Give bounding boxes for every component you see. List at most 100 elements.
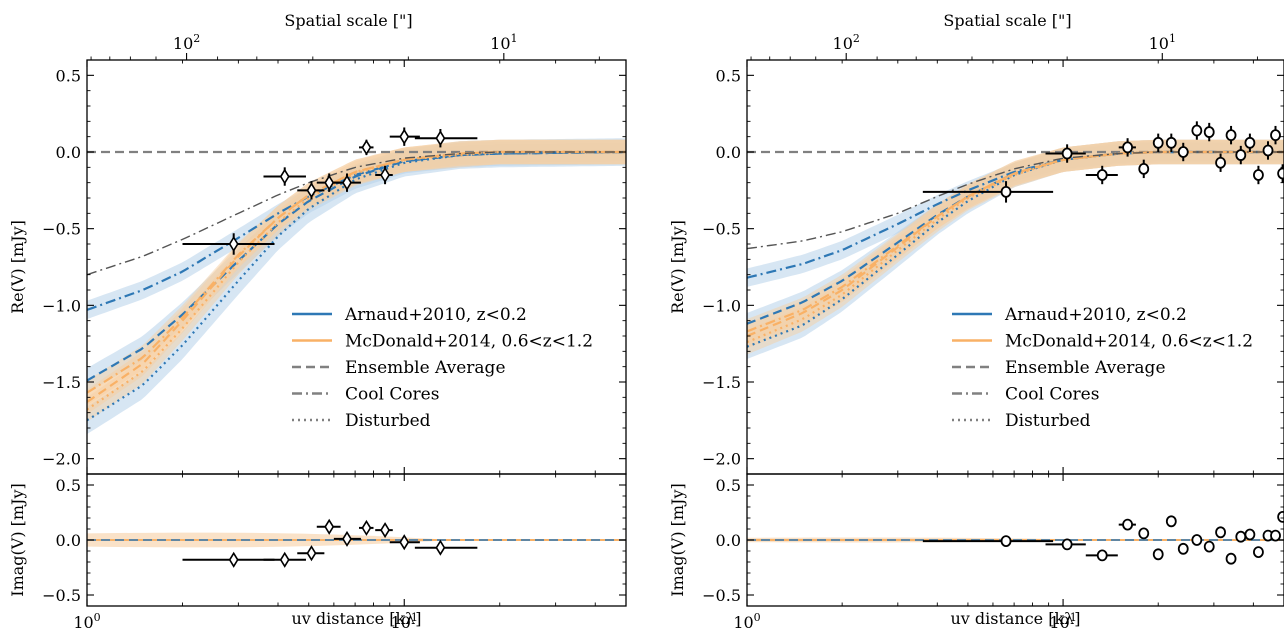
data-point-marker bbox=[361, 139, 372, 156]
imag-y-tick-label: 0.0 bbox=[716, 531, 741, 550]
top-x-tick-label: 101 bbox=[490, 32, 517, 53]
x-tick-label: 101 bbox=[1049, 611, 1076, 628]
data-point-marker bbox=[342, 174, 352, 191]
data-point-marker bbox=[1215, 156, 1226, 169]
model-line-dashdot bbox=[87, 150, 626, 394]
data-point-marker bbox=[1253, 546, 1264, 558]
legend-label: Arnaud+2010, z<0.2 bbox=[1004, 305, 1187, 325]
data-point-marker bbox=[1203, 540, 1215, 553]
top-axis-label: Spatial scale ["] bbox=[284, 11, 412, 30]
data-point-marker bbox=[1225, 552, 1237, 565]
model-line-dashdot-gray bbox=[87, 151, 626, 276]
data-point-marker bbox=[1191, 124, 1203, 137]
data-point-marker bbox=[1244, 136, 1256, 149]
legend-label: Disturbed bbox=[1005, 411, 1091, 431]
data-point-marker bbox=[1152, 548, 1164, 561]
imag-y-tick-label: 0.5 bbox=[716, 476, 741, 495]
y-tick-label: 0.5 bbox=[56, 66, 81, 85]
imag-y-tick-label: 0.5 bbox=[56, 476, 81, 495]
data-point-marker bbox=[1253, 169, 1264, 181]
data-point-marker bbox=[399, 128, 410, 145]
data-point-marker bbox=[342, 530, 352, 547]
data-point-marker bbox=[1138, 527, 1150, 540]
data-point-marker bbox=[399, 534, 410, 551]
imag-plot-area bbox=[747, 511, 1284, 565]
y-tick-label: −1.5 bbox=[42, 373, 81, 392]
legend: Arnaud+2010, z<0.2 McDonald+2014, 0.6<z<1… bbox=[952, 305, 1253, 431]
top-x-tick-label: 102 bbox=[833, 32, 860, 53]
data-point-marker bbox=[306, 182, 317, 199]
imag-y-tick-label: 0.0 bbox=[56, 531, 81, 550]
legend-label: Cool Cores bbox=[1005, 385, 1099, 405]
data-point-marker bbox=[1138, 162, 1150, 175]
data-point-marker bbox=[1277, 511, 1284, 523]
legend-label: Cool Cores bbox=[345, 385, 439, 405]
y-tick-label: −0.5 bbox=[42, 220, 81, 239]
x-axis-label: uv distance [kλ] bbox=[950, 609, 1080, 628]
data-point-marker bbox=[324, 174, 335, 191]
top-axis-label: Spatial scale ["] bbox=[943, 11, 1071, 30]
data-point-marker bbox=[1270, 529, 1281, 542]
legend-label: Ensemble Average bbox=[345, 358, 506, 378]
model-line-dashdot bbox=[747, 150, 1284, 279]
data-point-marker bbox=[1177, 542, 1189, 555]
legend-label: Disturbed bbox=[345, 411, 431, 431]
legend-label: Arnaud+2010, z<0.2 bbox=[344, 305, 527, 325]
data-point-marker bbox=[279, 168, 290, 185]
imag-y-tick-label: −0.5 bbox=[42, 586, 81, 605]
y-tick-label: −0.5 bbox=[702, 220, 741, 239]
data-point-marker bbox=[435, 539, 446, 556]
data-point-marker bbox=[1277, 167, 1284, 180]
data-point-marker bbox=[1122, 518, 1133, 531]
uncertainty-band bbox=[747, 139, 1284, 355]
data-point-marker bbox=[1262, 144, 1274, 157]
x-tick-label: 100 bbox=[73, 611, 100, 628]
data-point-marker bbox=[228, 551, 239, 568]
model-line-dashdot-gray bbox=[747, 151, 1284, 250]
data-point-marker bbox=[1191, 534, 1203, 546]
x-axis-label: uv distance [kλ] bbox=[291, 609, 421, 628]
data-point-marker bbox=[1165, 515, 1177, 528]
y-tick-label: −2.0 bbox=[702, 450, 741, 469]
imag-y-axis-label: Imag(V) [mJy] bbox=[8, 483, 27, 597]
legend: Arnaud+2010, z<0.2 McDonald+2014, 0.6<z<1… bbox=[292, 305, 593, 431]
data-point-marker bbox=[1096, 549, 1108, 562]
y-tick-label: −1.0 bbox=[42, 296, 81, 315]
imag-y-tick-label: −0.5 bbox=[702, 586, 741, 605]
model-line-dotted bbox=[87, 150, 626, 411]
y-tick-label: −1.0 bbox=[702, 296, 741, 315]
data-point-marker bbox=[1096, 169, 1108, 181]
y-tick-label: 0.0 bbox=[716, 143, 741, 162]
chart-panel-left: 0.5 0.0 −0.5 −1.0 −1.5 −2.0 Re(V) [mJy] 0.5 0.0 −… bbox=[8, 11, 627, 628]
x-tick-label: 100 bbox=[733, 611, 760, 628]
data-point-marker bbox=[1061, 147, 1073, 160]
data-point-marker bbox=[1235, 530, 1247, 543]
data-point-marker bbox=[1000, 535, 1012, 547]
model-line-dashed bbox=[87, 150, 626, 403]
data-point-marker bbox=[1203, 126, 1215, 138]
imag-y-axis-label: Imag(V) [mJy] bbox=[668, 483, 687, 597]
data-point-marker bbox=[1165, 136, 1177, 149]
main-plot-area bbox=[747, 121, 1284, 359]
data-point-marker bbox=[279, 551, 290, 568]
main-plot-area bbox=[87, 127, 626, 435]
y-tick-label: 0.5 bbox=[716, 66, 741, 85]
y-axis-label: Re(V) [mJy] bbox=[668, 220, 687, 314]
data-point-marker bbox=[228, 235, 239, 253]
x-tick-label: 101 bbox=[391, 611, 418, 628]
data-point-marker bbox=[361, 519, 372, 536]
data-point-marker bbox=[1270, 129, 1281, 142]
y-tick-label: −1.5 bbox=[702, 373, 741, 392]
data-point-marker bbox=[1000, 185, 1012, 198]
data-point-marker bbox=[380, 522, 391, 539]
top-x-tick-label: 101 bbox=[1149, 32, 1176, 53]
y-tick-label: 0.0 bbox=[56, 143, 81, 162]
legend-label: McDonald+2014, 0.6<z<1.2 bbox=[1005, 332, 1253, 352]
data-point-marker bbox=[1122, 141, 1133, 154]
data-point-marker bbox=[1215, 526, 1226, 539]
data-point-marker bbox=[324, 518, 335, 535]
y-axis-label: Re(V) [mJy] bbox=[8, 220, 27, 314]
data-point-marker bbox=[1061, 538, 1073, 551]
imag-plot-area bbox=[87, 518, 626, 568]
